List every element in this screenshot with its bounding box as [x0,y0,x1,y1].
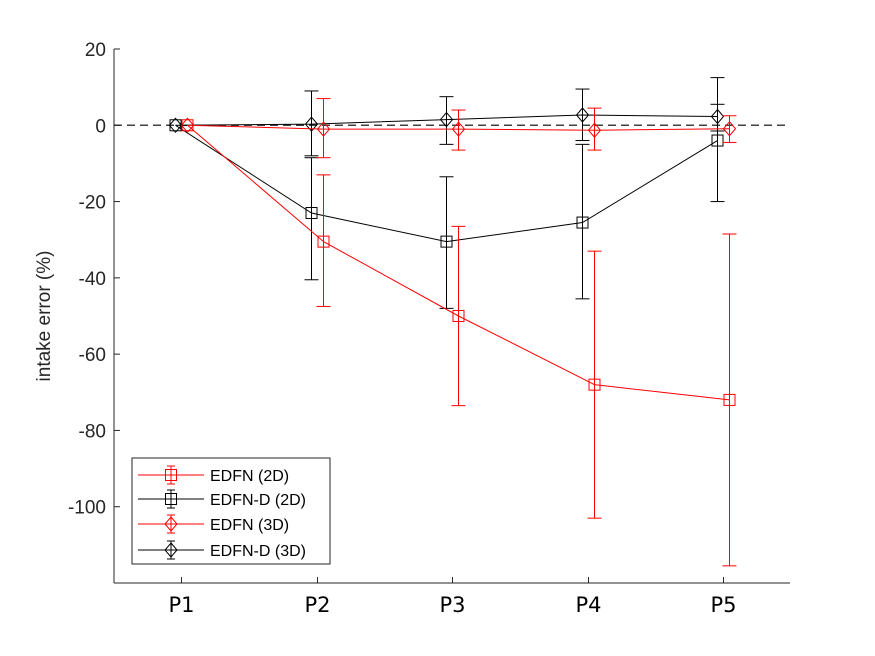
data-point-diamond [168,117,183,134]
data-point-square [305,207,318,220]
data-point-square [452,310,465,322]
series-edfn-3d [180,98,737,159]
y-tick-label: 0 [95,116,106,137]
data-point-square [317,235,330,248]
legend-entry: EDFN (3D) [138,514,289,534]
data-point-diamond [710,108,725,125]
legend-marker-square [165,493,177,505]
data-point-square [588,378,601,391]
data-point-square [440,235,453,248]
y-tick-label: -40 [79,269,106,290]
y-tick-label: -60 [79,345,106,366]
x-tick-label: P5 [710,593,736,617]
data-point-diamond [316,121,331,137]
data-point-diamond [180,117,195,134]
series-layer [168,77,737,567]
data-point-square [723,393,736,406]
series-edfn-2d [181,119,737,567]
legend: EDFN (2D) EDFN-D (2D) EDFN (3D) EDFN-D (3D) [131,457,331,565]
legend-marker-diamond [164,542,178,558]
data-point-diamond [439,111,454,128]
y-tick-label: 20 [85,40,106,61]
x-tick-label: P2 [304,593,330,617]
data-point-diamond [304,116,319,132]
data-point-square [711,134,724,147]
ticks-layer: 20 0 -20 -40 -60 -80 -100 P1 P2 P3 P4 P5 [68,40,737,617]
legend-label: EDFN-D (2D) [210,492,306,509]
series-edfn-d-2d [169,103,725,309]
legend-label: EDFN-D (3D) [210,543,306,560]
y-axis-title: intake error (%) [34,251,55,382]
series-edfn-d-3d [168,77,725,157]
data-point-diamond [722,120,737,137]
legend-entry: EDFN-D (2D) [138,489,306,509]
data-point-square [576,216,589,229]
x-tick-label: P3 [439,593,465,617]
legend-entry: EDFN (2D) [138,465,289,485]
data-point-diamond [587,122,602,139]
data-point-diamond [575,107,590,123]
data-point-diamond [451,121,466,137]
x-tick-label: P1 [168,593,194,617]
y-tick-label: -100 [68,498,106,519]
x-tick-label: P4 [575,593,601,617]
y-tick-label: -80 [79,421,106,442]
legend-marker-diamond [164,516,178,532]
legend-label: EDFN (2D) [210,468,289,485]
y-tick-label: -20 [79,193,106,214]
legend-entry: EDFN-D (3D) [138,540,306,560]
legend-label: EDFN (3D) [210,517,289,534]
legend-marker-square [165,469,177,481]
